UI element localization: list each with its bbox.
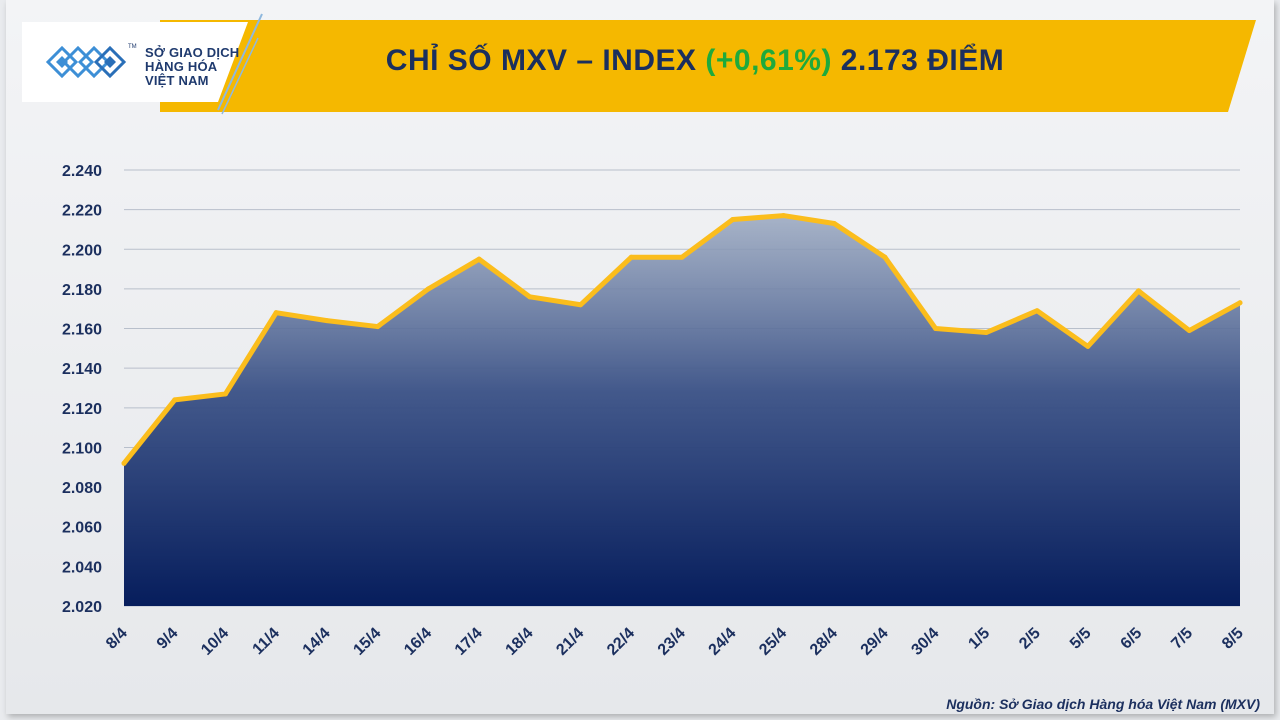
y-tick-label: 2.100 [62, 440, 102, 457]
y-tick-label: 2.120 [62, 401, 102, 418]
x-tick-label: 30/4 [908, 625, 942, 659]
y-tick-label: 2.140 [62, 361, 102, 378]
logo-divider-1 [217, 13, 263, 111]
data-point [628, 254, 634, 260]
data-point [527, 294, 533, 300]
y-tick-label: 2.160 [62, 322, 102, 339]
x-tick-label: 22/4 [604, 625, 638, 659]
data-point [831, 221, 837, 227]
x-tick-label: 17/4 [452, 625, 486, 659]
x-tick-label: 8/5 [1219, 625, 1247, 653]
x-tick-label: 23/4 [655, 625, 689, 659]
data-point [780, 213, 786, 219]
x-axis: 8/4 9/4 10/4 11/4 14/4 15/4 16/4 17/4 18/4 21/4 22… [103, 625, 1247, 659]
title-change: (+0,61%) [705, 44, 832, 77]
y-tick-label: 2.040 [62, 559, 102, 576]
area-layer [121, 213, 1243, 606]
logo-divider-2 [221, 37, 259, 115]
data-point [679, 254, 685, 260]
x-tick-label: 8/4 [103, 625, 131, 653]
logo-trademark: TM [128, 44, 137, 50]
data-point [172, 397, 178, 403]
data-point [121, 460, 127, 466]
title-prefix: CHỈ SỐ MXV – INDEX [385, 44, 706, 77]
data-point [1085, 343, 1091, 349]
data-point [1237, 300, 1243, 306]
x-tick-label: 9/4 [154, 625, 182, 653]
y-tick-label: 2.240 [62, 163, 102, 180]
data-point [1034, 308, 1040, 314]
x-tick-label: 28/4 [807, 625, 841, 659]
x-tick-label: 6/5 [1118, 625, 1146, 653]
mxv-logo-icon [45, 45, 127, 79]
data-point [375, 324, 381, 330]
data-point [1136, 288, 1142, 294]
x-tick-label: 11/4 [250, 625, 283, 658]
x-tick-label: 29/4 [858, 625, 892, 659]
x-tick-label: 24/4 [706, 625, 740, 659]
data-point [933, 326, 939, 332]
y-tick-label: 2.180 [62, 282, 102, 299]
x-tick-label: 10/4 [198, 625, 232, 659]
data-point [578, 302, 584, 308]
x-tick-label: 5/5 [1067, 625, 1095, 653]
data-point [882, 254, 888, 260]
title-band [160, 20, 1256, 112]
data-point [476, 256, 482, 262]
logo-text-line3: VIỆT NAM [145, 73, 209, 88]
data-point [730, 217, 736, 223]
y-tick-label: 2.200 [62, 242, 102, 259]
data-point [273, 310, 279, 316]
data-point [983, 330, 989, 336]
y-tick-label: 2.020 [62, 599, 102, 616]
y-tick-label: 2.220 [62, 203, 102, 220]
x-tick-label: 21/4 [553, 625, 587, 659]
logo-text-line1: SỞ GIAO DỊCH [145, 45, 240, 60]
y-tick-label: 2.060 [62, 520, 102, 537]
chart-title: CHỈ SỐ MXV – INDEX (+0,61%) 2.173 ĐIỂM [300, 44, 1090, 88]
area-fill [124, 215, 1240, 606]
x-tick-label: 1/5 [965, 625, 993, 653]
data-point [222, 391, 228, 397]
x-tick-label: 25/4 [756, 625, 790, 659]
logo-panel [22, 22, 248, 102]
x-tick-label: 18/4 [503, 625, 537, 659]
source-note: Nguồn: Sở Giao dịch Hàng hóa Việt Nam (M… [946, 696, 1260, 712]
title-suffix: 2.173 ĐIỂM [831, 44, 1005, 77]
data-point [1186, 328, 1192, 334]
x-tick-label: 15/4 [350, 625, 384, 659]
x-tick-label: 7/5 [1168, 625, 1196, 653]
y-axis: 2.020 2.040 2.060 2.080 2.100 2.120 2.140 2.160… [62, 163, 102, 616]
x-tick-label: 14/4 [300, 625, 334, 659]
x-tick-label: 16/4 [401, 625, 435, 659]
logo-text-line2: HÀNG HÓA [145, 59, 218, 74]
x-tick-label: 2/5 [1016, 625, 1044, 653]
data-point [425, 286, 431, 292]
data-point [324, 318, 330, 324]
y-tick-label: 2.080 [62, 480, 102, 497]
